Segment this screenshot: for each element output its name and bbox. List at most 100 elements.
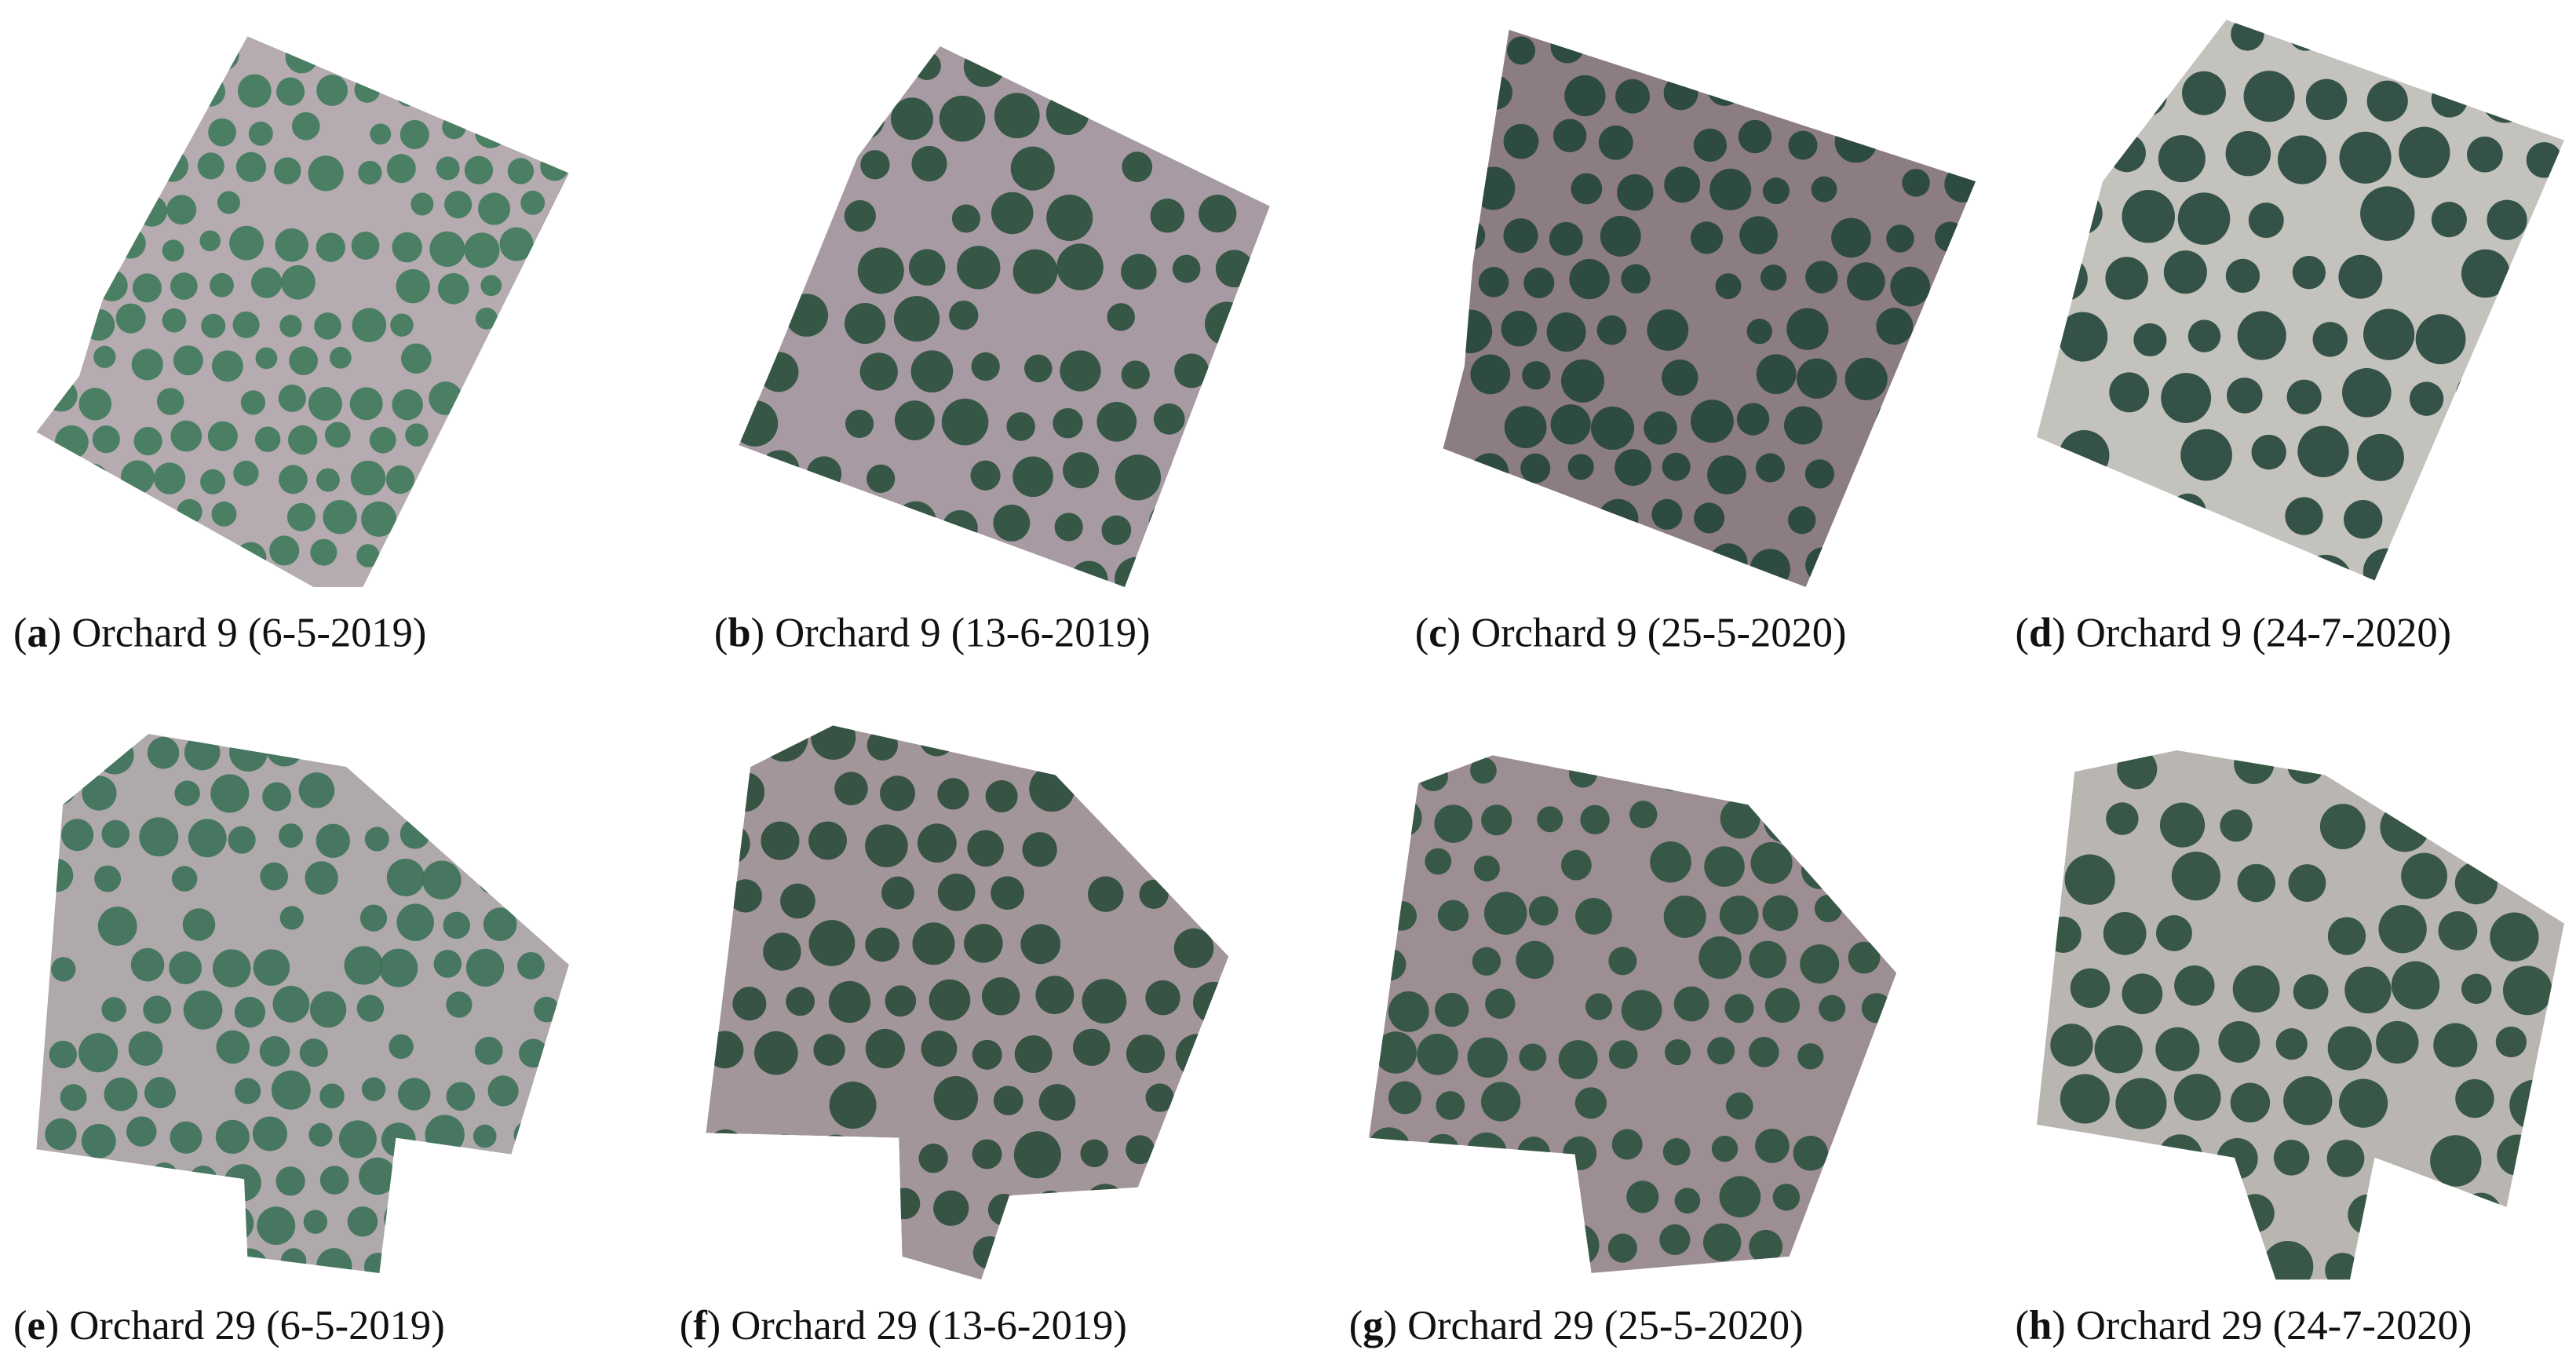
tree (2060, 1074, 2110, 1124)
tree (215, 1119, 250, 1155)
tree (994, 93, 1040, 139)
tree (1621, 264, 1651, 294)
tree (1038, 1084, 1076, 1121)
tree (2287, 750, 2324, 784)
tree (235, 151, 267, 182)
tree (2490, 912, 2539, 961)
tree (446, 733, 483, 766)
tree (93, 345, 116, 368)
tree (1429, 1170, 1473, 1214)
tree (120, 460, 155, 494)
tree (1567, 454, 1594, 480)
tree (444, 191, 473, 219)
tree (993, 504, 1031, 542)
tree (1455, 499, 1485, 529)
tree (1436, 1091, 1465, 1120)
panel-label: c (1428, 611, 1447, 656)
tree (437, 272, 469, 305)
tree (951, 204, 980, 233)
tree (1199, 195, 1237, 233)
tree (972, 1236, 1006, 1270)
tree (229, 733, 268, 772)
tree (888, 1188, 921, 1220)
tree (465, 948, 505, 987)
panel-label: a (27, 611, 47, 656)
panel-label: d (2029, 611, 2052, 656)
tree (385, 465, 415, 494)
tree (1571, 173, 1603, 205)
tree (881, 876, 914, 910)
tree (921, 1031, 958, 1067)
tree (463, 536, 499, 572)
tree (121, 155, 156, 192)
tree (545, 234, 569, 267)
tree (2521, 245, 2565, 301)
tree (436, 156, 460, 181)
tree (1169, 560, 1211, 587)
tree (1644, 411, 1677, 445)
tree (1944, 69, 1976, 110)
tree (130, 947, 165, 982)
tree (793, 202, 826, 236)
tree (1750, 549, 1790, 587)
tree (780, 883, 815, 919)
tree (961, 560, 1000, 587)
tree (1764, 800, 1807, 843)
tree (1169, 451, 1211, 494)
tree (1647, 309, 1689, 351)
tree (1950, 547, 1976, 579)
tree (483, 907, 517, 941)
tree (260, 862, 289, 891)
tree (136, 195, 168, 227)
tree (1483, 892, 1527, 935)
tree (2455, 369, 2509, 423)
tree (865, 824, 908, 867)
tree (1664, 166, 1701, 203)
tree (386, 858, 425, 896)
tree (1088, 876, 1124, 912)
tree (509, 545, 533, 567)
tree (1736, 403, 1770, 436)
tree (1520, 453, 1551, 483)
tree (45, 312, 75, 342)
tree (429, 381, 463, 415)
tree (1053, 407, 1083, 439)
panel-label: e (27, 1303, 45, 1348)
tree (2526, 142, 2563, 178)
tree (217, 191, 240, 214)
caption: (a) Orchard 9 (6-5-2019) (13, 611, 426, 656)
tree (143, 995, 172, 1024)
tree (308, 387, 342, 421)
tree (1801, 852, 1839, 889)
tree (987, 1193, 1020, 1226)
tree (464, 232, 500, 268)
tree (1568, 759, 1598, 788)
tree (2067, 74, 2106, 113)
tree (280, 1248, 307, 1273)
tree (1546, 312, 1586, 352)
tree (2059, 430, 2110, 481)
tree (1650, 841, 1691, 883)
tree (1145, 980, 1180, 1016)
tree (1553, 502, 1594, 543)
tree (1132, 829, 1161, 858)
tree (2237, 311, 2286, 360)
tree (45, 379, 78, 412)
tree (1797, 71, 1837, 111)
tree (1762, 895, 1798, 931)
tree (2415, 314, 2466, 365)
tree (1046, 194, 1093, 241)
tree (1621, 990, 1662, 1031)
tree (1611, 1129, 1643, 1160)
tree (981, 977, 1020, 1016)
tree (150, 1162, 178, 1191)
caption-open: ( (1349, 1303, 1363, 1348)
tree (753, 248, 794, 289)
tree (272, 985, 310, 1023)
tree (894, 400, 935, 440)
tree (1804, 459, 1834, 489)
tree (2106, 802, 2139, 835)
tree (2433, 1023, 2478, 1067)
tree (2235, 1194, 2275, 1233)
